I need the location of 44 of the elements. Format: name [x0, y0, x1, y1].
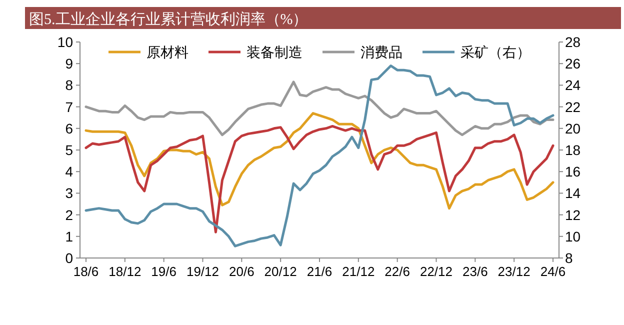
legend-label: 装备制造: [246, 44, 302, 60]
x-tick-label: 21/12: [342, 264, 375, 279]
x-tick-label: 23/12: [498, 264, 530, 279]
x-tick-label: 21/6: [306, 264, 332, 279]
y2-tick-label: 16: [565, 164, 581, 180]
x-tick-label: 22/12: [420, 264, 453, 279]
legend-label: 消费品: [360, 44, 402, 60]
y-tick-label: 3: [65, 185, 74, 202]
y-tick-label: 1: [65, 228, 74, 244]
y-tick-label: 9: [65, 56, 74, 72]
y2-tick-label: 14: [565, 185, 581, 202]
x-tick-label: 19/6: [151, 264, 176, 279]
y-tick-label: 5: [65, 142, 74, 158]
x-tick-label: 24/6: [540, 264, 566, 279]
y2-tick-label: 8: [565, 250, 573, 266]
x-tick-label: 22/6: [384, 264, 410, 279]
line-series: [84, 64, 554, 248]
line-series: [84, 124, 554, 234]
legend-label: 原材料: [146, 44, 188, 60]
x-tick-label: 20/6: [229, 264, 254, 279]
y-tick-label: 8: [65, 77, 74, 94]
y2-tick-label: 26: [565, 56, 581, 72]
y2-tick-label: 18: [565, 142, 581, 158]
x-tick-label: 19/12: [186, 264, 220, 279]
x-tick-label: 18/6: [73, 264, 99, 279]
chart-title: 图5.工业企业各行业累计营收利润率（%）: [29, 11, 308, 28]
line-series: [84, 112, 554, 210]
y-tick-label: 0: [65, 250, 74, 266]
y2-tick-label: 20: [565, 120, 581, 136]
y-tick-label: 2: [65, 206, 74, 223]
y-tick-label: 4: [65, 164, 74, 180]
x-tick-label: 23/6: [462, 264, 488, 279]
line-series: [84, 80, 554, 136]
x-tick-label: 20/12: [264, 264, 297, 279]
x-tick-label: 18/12: [108, 264, 142, 279]
y2-tick-label: 10: [565, 228, 581, 244]
y-tick-label: 7: [65, 98, 74, 115]
y2-tick-label: 24: [565, 77, 581, 94]
legend-label: 采矿（右）: [460, 44, 530, 60]
y2-tick-label: 28: [565, 34, 581, 50]
y-tick-label: 10: [57, 34, 74, 50]
y-tick-label: 6: [65, 120, 74, 136]
y2-tick-label: 12: [565, 206, 581, 223]
y2-tick-label: 22: [565, 98, 581, 115]
